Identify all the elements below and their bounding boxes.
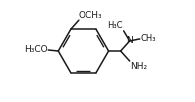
Text: CH₃: CH₃ xyxy=(140,34,156,43)
Text: N: N xyxy=(126,36,133,45)
Text: OCH₃: OCH₃ xyxy=(79,11,103,20)
Text: H₃CO: H₃CO xyxy=(24,45,48,54)
Text: NH₂: NH₂ xyxy=(130,62,147,71)
Text: H₃C: H₃C xyxy=(107,21,123,30)
